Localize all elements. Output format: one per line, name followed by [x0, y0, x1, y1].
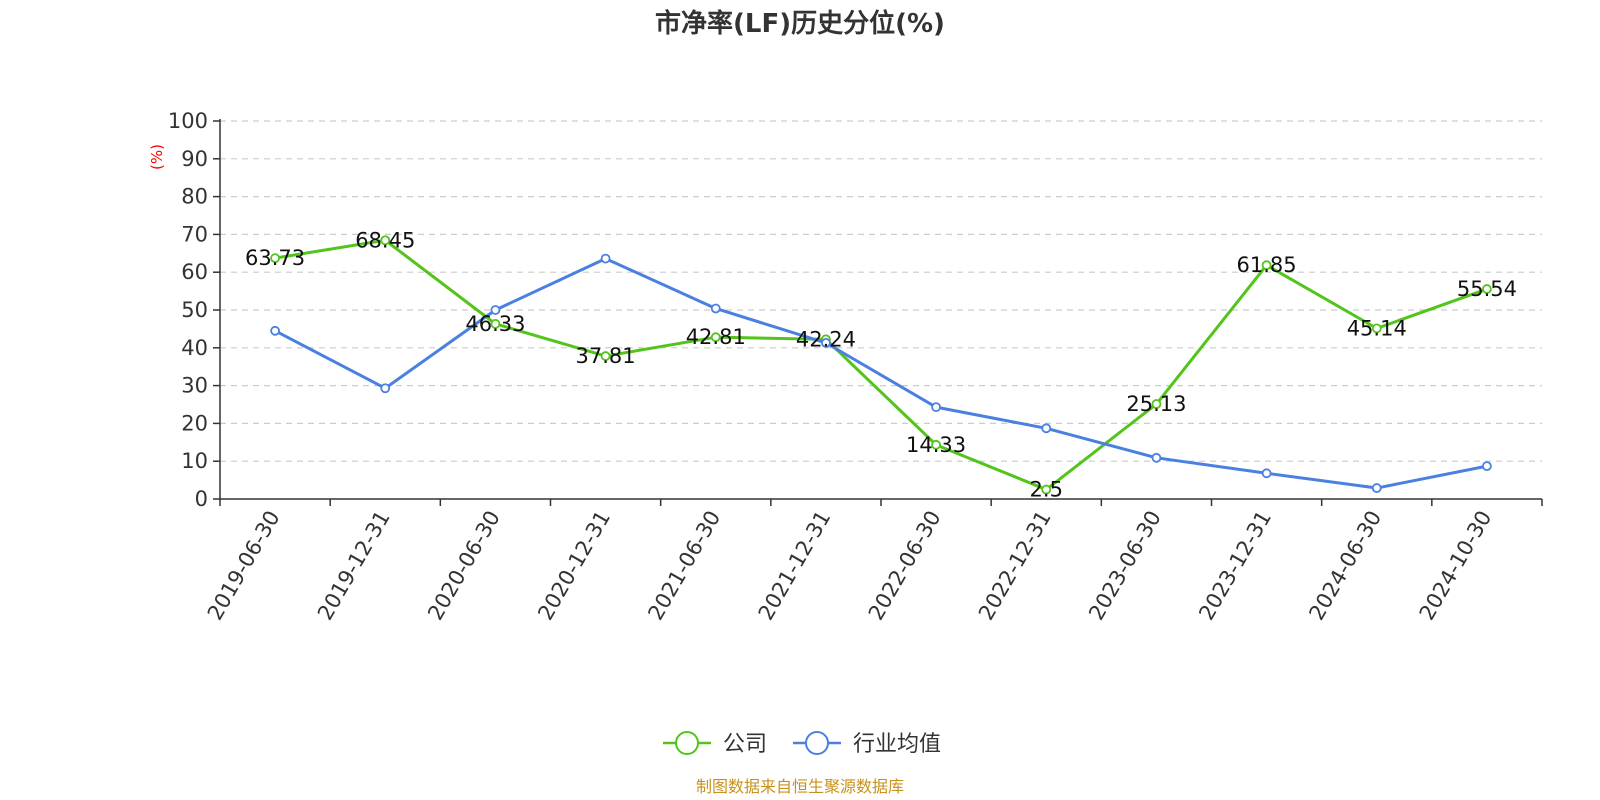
data-point[interactable] — [931, 402, 941, 413]
y-tick-label: 20 — [181, 411, 208, 435]
legend-label: 行业均值 — [853, 732, 941, 757]
legend-item-1[interactable]: 行业均值 — [793, 731, 941, 757]
y-tick-label: 40 — [181, 336, 208, 360]
x-tick-label: 2022-06-30 — [864, 506, 946, 624]
data-point[interactable] — [1371, 483, 1382, 493]
data-point[interactable] — [600, 253, 611, 264]
data-point[interactable] — [600, 351, 611, 361]
data-point[interactable] — [710, 303, 721, 314]
x-tick-label: 2024-10-30 — [1415, 507, 1497, 625]
y-tick-label: 100 — [168, 109, 208, 133]
x-tick-label: 2024-06-30 — [1304, 507, 1386, 625]
x-tick-label: 2023-06-30 — [1084, 507, 1166, 625]
y-tick-label: 50 — [181, 298, 208, 322]
x-tick-label: 2019-12-31 — [313, 507, 395, 625]
data-point[interactable] — [1041, 484, 1052, 495]
y-tick-label: 80 — [181, 185, 208, 209]
data-label: 42.24 — [796, 327, 856, 351]
chart-title: 市净率(LF)历史分位(%) — [655, 8, 945, 39]
data-label: 68.45 — [355, 228, 415, 252]
y-tick-label: 60 — [181, 260, 208, 284]
y-axis-unit: (%) — [148, 144, 166, 170]
x-tick-label: 2021-12-31 — [754, 507, 836, 625]
legend-label: 公司 — [723, 732, 767, 757]
data-point[interactable] — [270, 325, 280, 336]
data-labels: 63.73 68.45 46.33 37.81 42.81 42.24 14.33 2.5 25… — [245, 228, 1517, 501]
data-point[interactable] — [1151, 452, 1162, 463]
data-point[interactable] — [1482, 284, 1492, 294]
x-tick-labels: 2019-06-30 2019-12-31 2020-06-30 2020-12-31… — [203, 506, 1497, 624]
y-tick-label: 90 — [181, 147, 208, 171]
legend-marker — [675, 731, 699, 755]
series-line-0 — [274, 238, 1488, 492]
y-tick-label: 0 — [195, 487, 208, 511]
data-label: 63.73 — [245, 246, 305, 270]
y-tick-labels: 0 10 20 30 40 50 60 70 80 90 100 — [168, 109, 208, 511]
x-tick-label: 2020-12-31 — [533, 507, 615, 625]
x-tick-label: 2021-06-30 — [643, 507, 725, 625]
y-tick-label: 10 — [181, 449, 208, 473]
legend-item-0[interactable]: 公司 — [663, 731, 767, 757]
data-label: 25.13 — [1126, 392, 1186, 416]
x-tick-label: 2019-06-30 — [203, 507, 285, 625]
y-tick-label: 70 — [181, 222, 208, 246]
data-point[interactable] — [380, 383, 391, 394]
data-point[interactable] — [1261, 468, 1272, 479]
x-tick-label: 2023-12-31 — [1194, 507, 1276, 625]
y-tick-label: 30 — [181, 374, 208, 398]
data-point[interactable] — [710, 332, 721, 343]
data-point[interactable] — [931, 439, 941, 450]
legend[interactable]: 公司 行业均值 — [663, 731, 941, 757]
axes — [213, 119, 1543, 506]
data-label: 46.33 — [465, 312, 525, 336]
data-label: 37.81 — [576, 344, 636, 368]
data-point[interactable] — [270, 253, 280, 264]
data-label: 42.81 — [686, 325, 746, 349]
data-point[interactable] — [490, 318, 501, 329]
x-tick-label: 2020-06-30 — [423, 506, 505, 624]
series-layer — [270, 235, 1492, 495]
legend-marker — [805, 731, 829, 755]
source-note: 制图数据来自恒生聚源数据库 — [696, 777, 904, 796]
data-point[interactable] — [490, 305, 501, 315]
x-tick-label: 2022-12-31 — [974, 507, 1056, 625]
data-point[interactable] — [1482, 461, 1492, 472]
data-point[interactable] — [1261, 260, 1272, 271]
data-point[interactable] — [380, 235, 391, 246]
data-label: 14.33 — [906, 433, 966, 457]
data-label: 45.14 — [1347, 316, 1407, 340]
data-label: 55.54 — [1457, 277, 1517, 301]
data-point[interactable] — [1041, 423, 1052, 434]
data-point[interactable] — [821, 337, 831, 348]
data-label: 61.85 — [1237, 253, 1297, 277]
data-label: 2.5 — [1030, 478, 1063, 502]
grid-lines — [220, 120, 1542, 462]
data-point[interactable] — [1371, 323, 1382, 334]
data-point[interactable] — [1151, 399, 1162, 409]
series-line-1 — [274, 257, 1488, 490]
